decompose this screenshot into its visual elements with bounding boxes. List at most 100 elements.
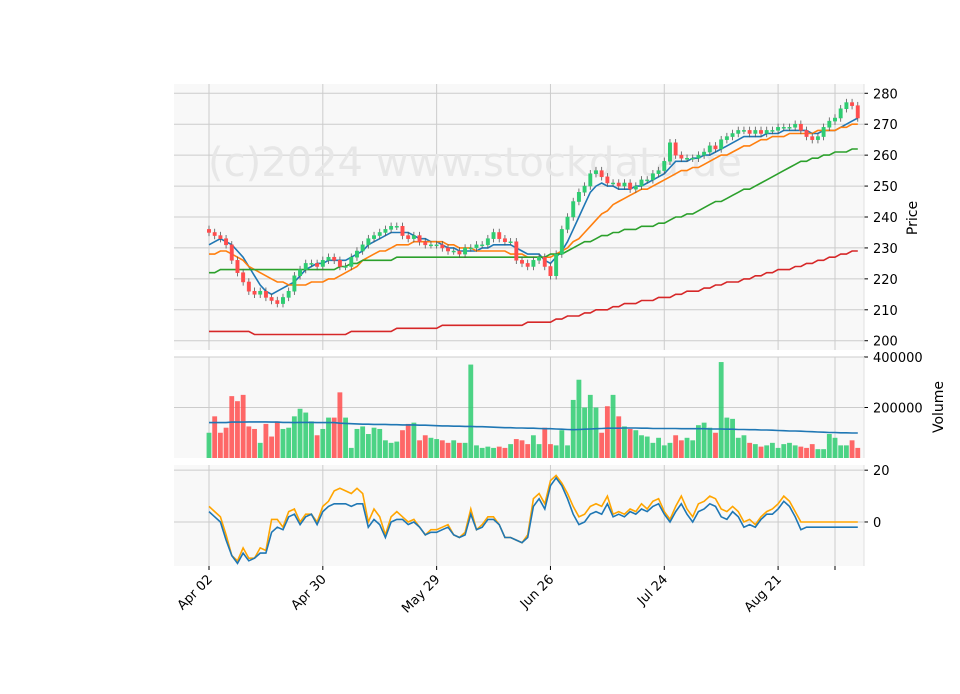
candle-body	[360, 244, 365, 252]
candle-body	[770, 130, 775, 132]
volume-bar	[485, 446, 491, 458]
price-ytick-label: 240	[873, 211, 898, 226]
price-ytick-label: 200	[873, 335, 898, 350]
candle-body	[428, 244, 433, 247]
candle-body	[781, 127, 786, 129]
candle-body	[554, 253, 559, 277]
candle-body	[673, 142, 678, 156]
candle-body	[229, 244, 234, 261]
volume-bar	[587, 394, 593, 458]
volume-bar	[718, 362, 724, 458]
candle-body	[349, 256, 354, 267]
volume-bar	[491, 447, 496, 458]
candle-body	[520, 260, 524, 264]
candle-body	[508, 241, 513, 243]
candle-body	[252, 290, 257, 295]
volume-bar	[269, 436, 275, 458]
candle-body	[804, 130, 809, 137]
volume-bar	[337, 392, 343, 458]
volume-axis-label: Volume	[931, 381, 947, 433]
volume-bar	[525, 444, 531, 458]
candle-body	[747, 130, 752, 134]
candle-body	[690, 157, 695, 160]
candle-body	[514, 241, 519, 261]
candle-body	[326, 256, 331, 261]
candle-body	[218, 235, 223, 239]
candle-body	[292, 275, 297, 292]
candle-body	[713, 145, 718, 150]
candle-body	[764, 130, 769, 134]
volume-bar	[405, 423, 411, 458]
volume-bar	[559, 430, 565, 458]
candle-body	[303, 263, 308, 270]
candle-body	[719, 139, 724, 150]
candle-body	[531, 260, 536, 267]
volume-bar	[565, 445, 570, 458]
x-tick-label: Apr 02	[175, 572, 216, 613]
volume-bar	[667, 442, 673, 458]
volume-bar	[206, 432, 212, 458]
candle-body	[838, 108, 843, 119]
volume-bar	[735, 437, 741, 458]
candle-body	[736, 130, 741, 134]
volume-bar	[644, 436, 650, 458]
volume-bar	[235, 401, 240, 458]
candle-body	[707, 145, 712, 153]
volume-bar	[838, 445, 844, 458]
candle-body	[565, 216, 570, 230]
candle-body	[559, 229, 564, 255]
volume-bar	[610, 394, 616, 458]
volume-bar	[690, 440, 696, 458]
candle-body	[446, 247, 450, 252]
candle-body	[269, 297, 274, 301]
volume-bar	[257, 442, 263, 458]
volume-bar	[809, 444, 815, 458]
candle-body	[434, 244, 439, 247]
volume-bar	[474, 445, 479, 458]
x-tick-label: Apr 30	[289, 572, 330, 613]
candle-body	[309, 263, 314, 265]
volume-bar	[439, 440, 445, 458]
volume-bar	[229, 396, 235, 458]
price-ytick-label: 210	[873, 304, 898, 319]
candle-body	[485, 238, 490, 246]
volume-bar	[843, 445, 849, 458]
candle-body	[576, 192, 581, 202]
candle-body	[639, 179, 644, 187]
volume-bar	[354, 428, 360, 458]
candle-body	[741, 130, 746, 132]
volume-bar	[678, 440, 684, 458]
candle-body	[759, 130, 763, 134]
volume-bar	[513, 439, 519, 458]
volume-bar	[274, 421, 280, 458]
candle-body	[406, 235, 411, 239]
volume-bar	[217, 432, 223, 458]
candle-body	[207, 229, 211, 233]
candle-body	[855, 105, 860, 119]
candle-body	[377, 232, 382, 236]
candle-body	[724, 136, 729, 140]
candle-body	[332, 256, 337, 261]
candle-body	[616, 182, 621, 187]
candle-body	[525, 263, 530, 267]
volume-bar	[502, 447, 508, 458]
candle-body	[611, 182, 616, 185]
candle-body	[622, 182, 627, 187]
oscillator-line-1	[208, 474, 858, 563]
volume-bar	[627, 428, 633, 458]
candle-body	[599, 170, 604, 178]
price-axis-label: Price	[905, 201, 921, 235]
volume-bar	[382, 440, 388, 458]
candle-body	[502, 238, 507, 242]
candle-body	[263, 290, 268, 298]
candle-body	[571, 201, 576, 218]
candle-body	[633, 185, 638, 190]
volume-bar	[650, 442, 656, 458]
volume-bar	[263, 423, 269, 458]
volume-bar	[542, 427, 548, 458]
volume-bar	[713, 432, 718, 458]
volume-bar	[212, 416, 218, 458]
candle-body	[451, 250, 456, 253]
candle-body	[298, 269, 303, 277]
volume-bar	[604, 406, 610, 458]
